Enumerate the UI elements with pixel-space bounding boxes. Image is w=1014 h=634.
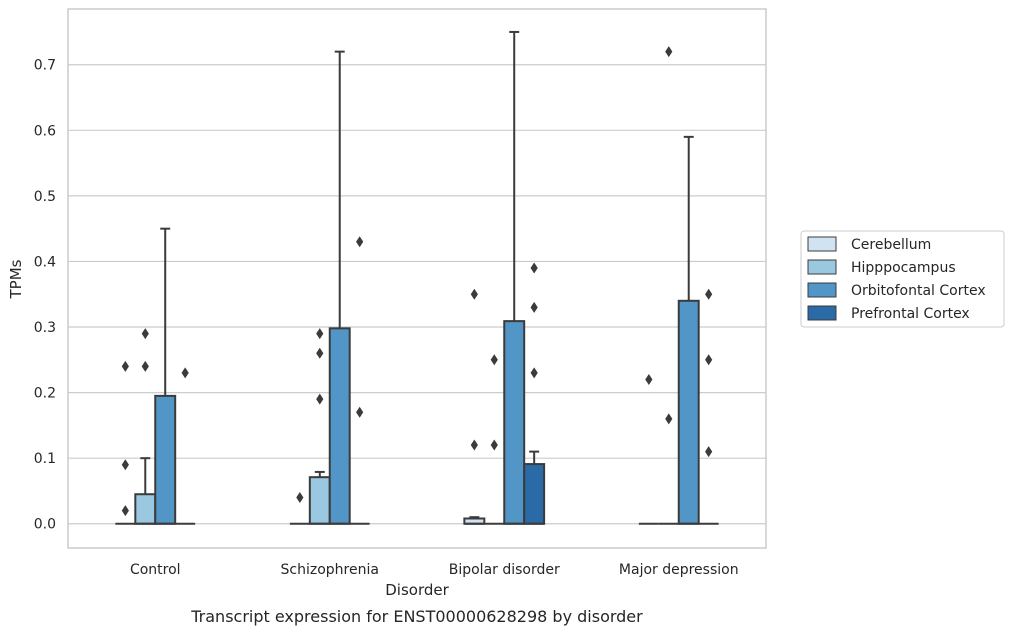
box-plots bbox=[115, 30, 719, 525]
box-group bbox=[523, 262, 546, 525]
outlier-point bbox=[121, 505, 129, 517]
outlier-point bbox=[490, 354, 498, 366]
y-tick-label: 0.2 bbox=[34, 386, 56, 402]
legend-swatch bbox=[807, 282, 837, 298]
outlier-point bbox=[296, 492, 304, 504]
box-group bbox=[308, 328, 331, 525]
outlier-point bbox=[121, 459, 129, 471]
legend-frame bbox=[800, 230, 1005, 328]
outlier-point bbox=[316, 347, 324, 359]
box-group bbox=[463, 288, 486, 525]
y-tick-label: 0.5 bbox=[34, 189, 56, 205]
y-tick-label: 0.7 bbox=[34, 58, 56, 74]
chart-caption: Transcript expression for ENST0000062829… bbox=[190, 607, 643, 626]
legend-swatch bbox=[807, 305, 837, 321]
box bbox=[134, 493, 157, 525]
box-group bbox=[638, 373, 659, 525]
outlier-point bbox=[530, 367, 538, 379]
outlier-point bbox=[316, 393, 324, 405]
outlier-point bbox=[530, 262, 538, 274]
box bbox=[308, 476, 331, 525]
grid-lines bbox=[68, 64, 766, 525]
x-tick-label: Bipolar disorder bbox=[449, 562, 560, 578]
box-group bbox=[484, 354, 505, 525]
y-tick-label: 0.3 bbox=[34, 320, 56, 336]
box-group bbox=[115, 360, 136, 525]
y-tick-label: 0.1 bbox=[34, 451, 56, 467]
outlier-point bbox=[705, 354, 713, 366]
outlier-point bbox=[356, 236, 364, 248]
legend-label: Prefrontal Cortex bbox=[851, 306, 970, 322]
outlier-point bbox=[356, 406, 364, 418]
outlier-point bbox=[470, 288, 478, 300]
legend: Cerebellum Hipppocampus Orbitofontal Corte… bbox=[800, 230, 1005, 328]
outlier-point bbox=[530, 301, 538, 313]
box-group bbox=[154, 227, 177, 525]
legend-swatch bbox=[807, 236, 837, 252]
box bbox=[328, 327, 351, 525]
box-group bbox=[677, 135, 700, 525]
box-group bbox=[175, 367, 196, 525]
box-group bbox=[349, 236, 370, 525]
legend-label: Orbitofontal Cortex bbox=[851, 283, 986, 299]
outlier-point bbox=[665, 413, 673, 425]
y-tick-label: 0.6 bbox=[34, 123, 56, 139]
y-tick-label: 0.4 bbox=[34, 254, 56, 270]
outlier-point bbox=[645, 373, 653, 385]
x-tick-label: Major depression bbox=[619, 562, 739, 578]
box bbox=[677, 299, 700, 525]
outlier-point bbox=[181, 367, 189, 379]
box bbox=[523, 463, 546, 525]
outlier-point bbox=[121, 360, 129, 372]
box-group bbox=[658, 46, 679, 525]
y-tick-label: 0.0 bbox=[34, 517, 56, 533]
outlier-point bbox=[470, 439, 478, 451]
outlier-point bbox=[665, 46, 673, 58]
box-group bbox=[134, 328, 157, 525]
outlier-point bbox=[141, 360, 149, 372]
legend-swatch bbox=[807, 259, 837, 275]
box bbox=[503, 320, 526, 525]
outlier-point bbox=[316, 328, 324, 340]
x-tick-labels: Control Schizophrenia Bipolar disorder Majo… bbox=[130, 562, 739, 578]
x-tick-label: Control bbox=[130, 562, 181, 578]
legend-label: Cerebellum bbox=[851, 237, 931, 253]
box-group bbox=[698, 288, 719, 525]
outlier-point bbox=[705, 446, 713, 458]
x-axis-label: Disorder bbox=[385, 581, 449, 599]
y-tick-labels: 0.0 0.1 0.2 0.3 0.4 0.5 0.6 0.7 bbox=[34, 58, 56, 533]
box-group bbox=[328, 50, 351, 525]
box bbox=[154, 394, 177, 525]
y-axis-label: TPMs bbox=[7, 259, 25, 299]
box-group bbox=[289, 492, 310, 525]
outlier-point bbox=[490, 439, 498, 451]
x-tick-label: Schizophrenia bbox=[281, 562, 379, 578]
box-group bbox=[503, 30, 526, 525]
plot-frame bbox=[67, 8, 767, 549]
outlier-point bbox=[705, 288, 713, 300]
legend-label: Hipppocampus bbox=[851, 260, 956, 276]
outlier-point bbox=[141, 328, 149, 340]
